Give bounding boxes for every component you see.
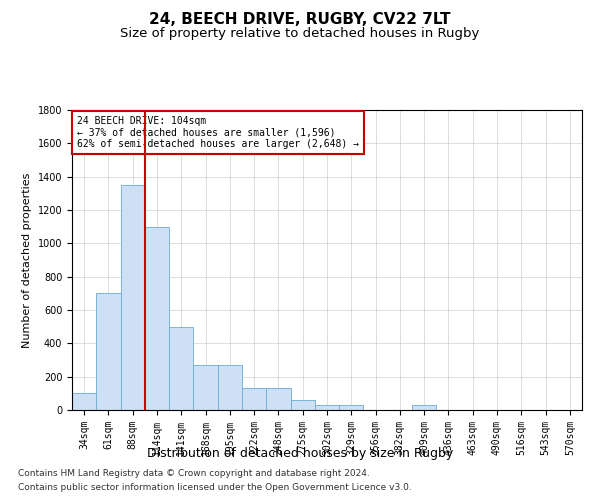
Bar (96, 294, 121, 410)
Text: Contains HM Land Registry data © Crown copyright and database right 2024.: Contains HM Land Registry data © Crown c… (18, 468, 370, 477)
Bar (169, 326, 193, 410)
Y-axis label: Number of detached properties: Number of detached properties (22, 172, 32, 348)
Bar (266, 388, 290, 410)
Text: 24, BEECH DRIVE, RUGBY, CV22 7LT: 24, BEECH DRIVE, RUGBY, CV22 7LT (149, 12, 451, 28)
Bar (315, 405, 339, 410)
Bar (412, 405, 436, 410)
Bar (218, 365, 242, 410)
Text: Size of property relative to detached houses in Rugby: Size of property relative to detached ho… (121, 28, 479, 40)
Text: Distribution of detached houses by size in Rugby: Distribution of detached houses by size … (147, 448, 453, 460)
Bar (72, 394, 96, 410)
Text: Contains public sector information licensed under the Open Government Licence v3: Contains public sector information licen… (18, 484, 412, 492)
Bar (121, 185, 145, 410)
Text: 24 BEECH DRIVE: 104sqm
← 37% of detached houses are smaller (1,596)
62% of semi-: 24 BEECH DRIVE: 104sqm ← 37% of detached… (77, 116, 359, 149)
Bar (145, 226, 169, 410)
Bar (339, 405, 364, 410)
Bar (242, 388, 266, 410)
Bar (193, 365, 218, 410)
Bar (290, 400, 315, 410)
